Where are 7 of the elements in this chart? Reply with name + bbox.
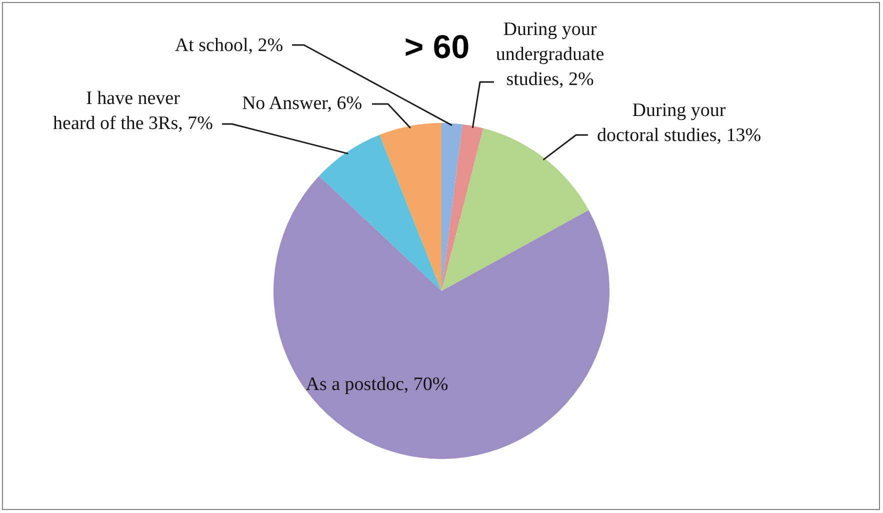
slice-label: At school, 2% [174, 34, 284, 58]
slice-label: No Answer, 6% [242, 92, 362, 116]
chart-title: > 60 [404, 28, 470, 66]
slice-label: During your doctoral studies, 13% [596, 98, 762, 148]
slice-label: I have never heard of the 3Rs, 7% [53, 86, 213, 136]
slice-label: As a postdoc, 70% [306, 372, 448, 396]
slice-label: During your undergraduate studies, 2% [496, 18, 604, 92]
